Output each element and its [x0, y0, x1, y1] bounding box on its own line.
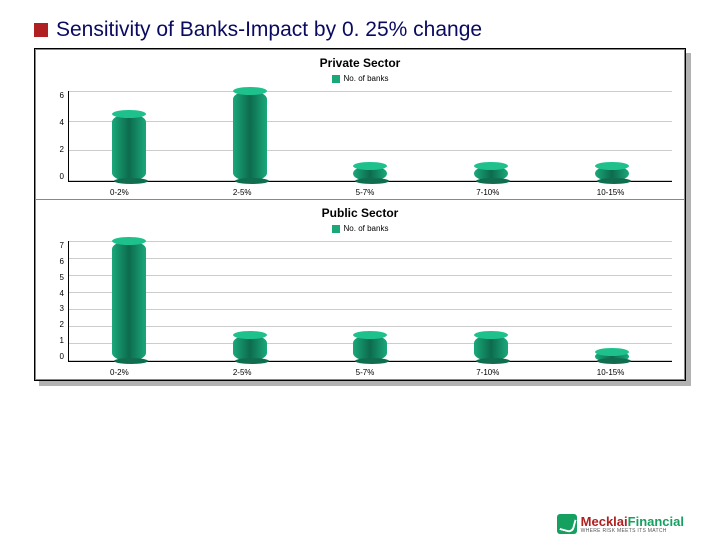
x-tick: 0-2% — [102, 368, 136, 377]
bars — [69, 241, 672, 361]
title-bullet — [34, 23, 48, 37]
bar — [474, 335, 508, 361]
chart-title: Private Sector — [38, 56, 682, 70]
x-tick: 5-7% — [348, 188, 382, 197]
legend-swatch — [332, 75, 340, 83]
y-axis: 7 6 5 4 3 2 1 0 — [48, 241, 68, 361]
y-tick: 7 — [60, 241, 64, 250]
bar — [595, 166, 629, 181]
bar — [112, 241, 146, 361]
plot-wrap: 7 6 5 4 3 2 1 0 — [48, 241, 672, 362]
slide-title: Sensitivity of Banks-Impact by 0. 25% ch… — [56, 18, 482, 42]
y-tick: 6 — [60, 257, 64, 266]
bar — [353, 166, 387, 181]
plot-area — [68, 241, 672, 362]
plot-wrap: 6 4 2 0 — [48, 91, 672, 182]
bar — [353, 335, 387, 361]
x-tick: 2-5% — [225, 368, 259, 377]
bar — [233, 91, 267, 181]
x-tick: 2-5% — [225, 188, 259, 197]
x-tick: 10-15% — [594, 188, 628, 197]
legend-label: No. of banks — [344, 74, 389, 83]
bars — [69, 91, 672, 181]
x-axis: 0-2% 2-5% 5-7% 7-10% 10-15% — [58, 188, 672, 197]
x-tick: 10-15% — [594, 368, 628, 377]
title-row: Sensitivity of Banks-Impact by 0. 25% ch… — [34, 18, 686, 42]
chart-panels: Private Sector No. of banks 6 4 2 0 0-2% 2-5% 5-… — [34, 48, 686, 381]
bar — [595, 352, 629, 361]
brand-logo: MecklaiFinancial WHERE RISK MEETS ITS MA… — [557, 514, 684, 534]
x-axis: 0-2% 2-5% 5-7% 7-10% 10-15% — [58, 368, 672, 377]
chart-legend: No. of banks — [38, 74, 682, 83]
bar — [233, 335, 267, 361]
chart-legend: No. of banks — [38, 224, 682, 233]
y-tick: 2 — [60, 320, 64, 329]
y-tick: 1 — [60, 336, 64, 345]
bar — [112, 114, 146, 182]
chart-title: Public Sector — [38, 206, 682, 220]
legend-label: No. of banks — [344, 224, 389, 233]
bar — [474, 166, 508, 181]
y-tick: 4 — [60, 118, 64, 127]
x-tick: 0-2% — [102, 188, 136, 197]
x-tick: 7-10% — [471, 188, 505, 197]
y-tick: 6 — [60, 91, 64, 100]
y-tick: 0 — [60, 172, 64, 181]
slide-root: Sensitivity of Banks-Impact by 0. 25% ch… — [0, 0, 720, 540]
x-tick: 7-10% — [471, 368, 505, 377]
logo-icon — [557, 514, 577, 534]
chart-panel-1: Public Sector No. of banks 7 6 5 4 3 2 1 0 0-2% 2-5… — [35, 200, 685, 380]
x-tick: 5-7% — [348, 368, 382, 377]
logo-brand-b: Financial — [628, 514, 684, 529]
chart-panel-0: Private Sector No. of banks 6 4 2 0 0-2% 2-5% 5-… — [35, 49, 685, 200]
plot-area — [68, 91, 672, 182]
y-axis: 6 4 2 0 — [48, 91, 68, 181]
y-tick: 0 — [60, 352, 64, 361]
logo-text: MecklaiFinancial WHERE RISK MEETS ITS MA… — [581, 515, 684, 534]
y-tick: 2 — [60, 145, 64, 154]
y-tick: 3 — [60, 304, 64, 313]
legend-swatch — [332, 225, 340, 233]
logo-brand-a: Mecklai — [581, 514, 628, 529]
y-tick: 5 — [60, 273, 64, 282]
y-tick: 4 — [60, 289, 64, 298]
